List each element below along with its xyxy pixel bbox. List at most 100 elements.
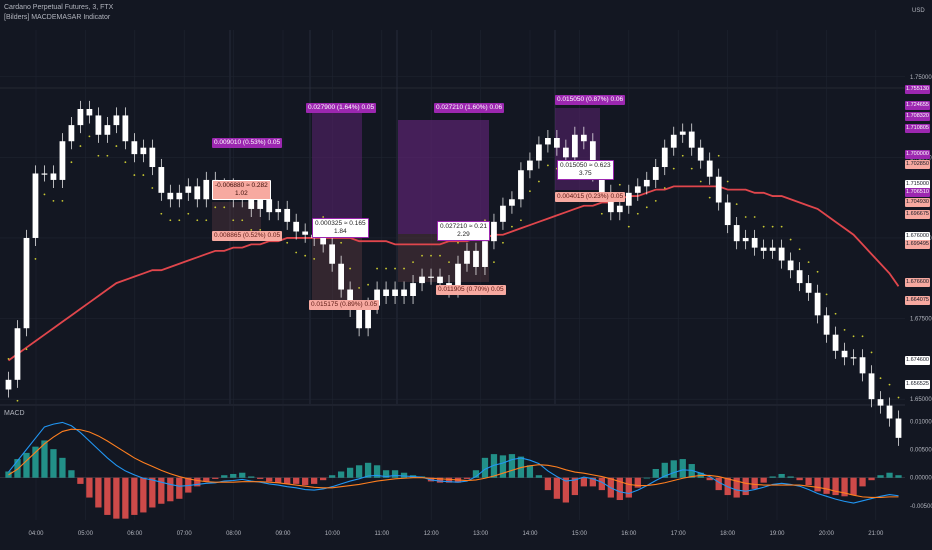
candle-body-46 [419, 276, 425, 284]
candle-body-11 [104, 125, 111, 135]
sar-dot-95 [861, 335, 864, 338]
trade-label-9: 0.015050 (0.87%) 0.06 [555, 95, 626, 105]
sar-dot-23 [214, 206, 217, 209]
candle-55 [500, 197, 506, 230]
macd-hist-10 [95, 477, 102, 508]
candle-body-79 [715, 176, 722, 203]
trade-label-text-1: -0.006880 ≈ 0.282 [215, 182, 268, 189]
sar-dot-39 [358, 287, 361, 289]
sar-dot-28 [259, 228, 262, 231]
sar-dot-4 [43, 193, 46, 196]
candle-61 [554, 129, 560, 156]
macd-hist-71 [643, 477, 650, 479]
candle-body-82 [742, 237, 749, 242]
macd-hist-22 [203, 477, 210, 482]
candle-body-7 [68, 125, 75, 142]
macd-hist-7 [68, 470, 75, 478]
candle-90 [814, 284, 821, 324]
candle-body-42 [383, 289, 389, 296]
candle-body-1 [14, 328, 21, 380]
macd-hist-38 [346, 467, 354, 478]
sar-dot-26 [241, 219, 244, 222]
candle-17 [158, 158, 165, 201]
macd-hist-49 [445, 477, 453, 483]
y-tick-1.675: 1.675000 [910, 317, 932, 323]
candle-body-13 [122, 115, 129, 142]
candle-67 [607, 184, 614, 221]
candle-body-47 [428, 276, 434, 278]
candle-body-3 [32, 173, 39, 238]
macd-hist-53 [481, 457, 489, 478]
sar-dot-42 [385, 267, 387, 270]
price-tag-11: 1.699495 [905, 240, 930, 249]
candle-body-51 [464, 250, 470, 264]
macd-hist-27 [248, 476, 255, 478]
candle-body-90 [814, 292, 821, 316]
candle-body-98 [886, 405, 893, 419]
price-tag-3: 1.710805 [905, 124, 930, 133]
axes: 04:00 05:00 06:00 07:00 08:00 09:00 10:00 11:00… [28, 75, 932, 537]
candle-body-81 [733, 225, 740, 242]
candle-80 [724, 194, 731, 234]
candle-45 [410, 275, 416, 305]
candle-body-52 [473, 250, 479, 267]
trade-box-2 [398, 120, 489, 234]
candle-70 [634, 178, 641, 201]
trade-label-6: 0.027210 (1.60%) 0.06 [434, 103, 505, 113]
macd-hist-6 [59, 457, 66, 478]
sar-dot-19 [178, 219, 181, 222]
sar-dot-74 [672, 167, 675, 170]
macd-hist-25 [230, 473, 237, 478]
macd-y-tick-0: 0.000000 [910, 476, 932, 482]
sar-dot-49 [448, 261, 450, 264]
candle-body-32 [293, 221, 300, 232]
macd-hist-93 [841, 477, 848, 497]
candle-6 [59, 133, 66, 188]
sar-dot-60 [546, 164, 549, 167]
candle-body-73 [661, 147, 668, 168]
trade-label-4: 0.000325 ≈ 0.165 1.84 [312, 218, 369, 238]
candle-body-65 [589, 141, 596, 174]
candle-body-41 [374, 289, 380, 306]
candle-47 [428, 268, 434, 285]
candle-9 [86, 100, 93, 124]
sar-dot-55 [502, 241, 504, 244]
candle-13 [122, 107, 129, 150]
sar-dot-7 [70, 161, 73, 164]
macd-hist-73 [661, 462, 668, 478]
macd-hist-4 [41, 440, 48, 478]
macd-hist-74 [670, 460, 677, 478]
candle-77 [697, 139, 704, 169]
candle-body-44 [401, 289, 407, 296]
candle-body-37 [338, 263, 345, 290]
macd-hist-5 [50, 449, 57, 478]
macd-hist-23 [212, 477, 219, 479]
sar-dot-76 [690, 167, 693, 170]
sar-dots [7, 135, 900, 402]
symbol-title: Cardano Perpetual Futures, 3, FTX [4, 4, 114, 11]
candle-body-69 [625, 192, 632, 206]
candle-15 [140, 139, 147, 163]
sar-dot-50 [457, 241, 459, 244]
sar-dot-53 [484, 219, 486, 222]
macd-hist-64 [580, 477, 588, 487]
sar-dot-40 [367, 283, 369, 286]
candle-body-8 [77, 108, 84, 126]
candle-79 [715, 168, 722, 211]
price-tag-10: 1.676000 [905, 232, 930, 241]
trade-label-text-3: 0.027900 (1.64%) 0.05 [308, 104, 375, 111]
price-tag-14: 1.674600 [905, 356, 930, 365]
candle-7 [68, 117, 75, 150]
trade-label-2: 0.008865 (0.52%) 0.05 [212, 231, 283, 241]
x-tick-1800: 18:00 [720, 531, 736, 537]
candle-body-36 [329, 244, 336, 264]
candle-1 [14, 320, 21, 388]
sar-dot-80 [726, 180, 729, 183]
macd-hist-21 [194, 477, 201, 487]
candle-body-91 [823, 315, 830, 335]
sar-dot-89 [807, 261, 810, 264]
candle-body-38 [347, 289, 353, 309]
macd-hist-33 [302, 477, 309, 486]
